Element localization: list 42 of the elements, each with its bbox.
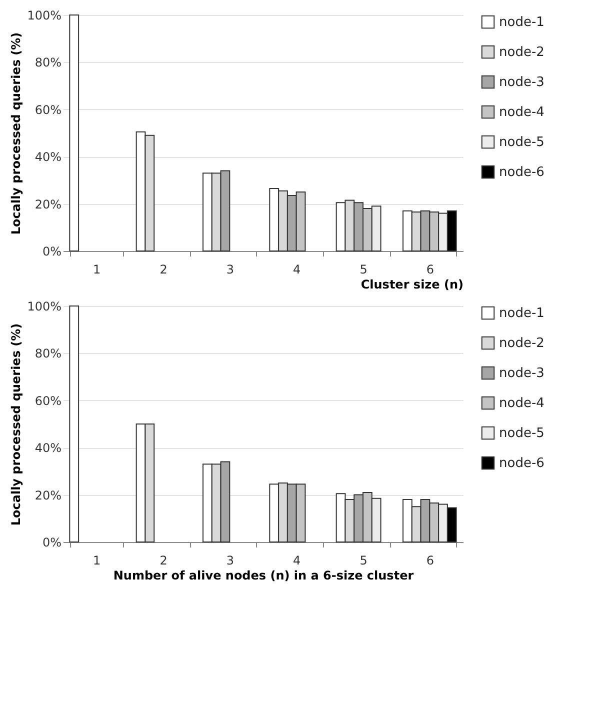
y-tick-label: 40% — [34, 150, 62, 164]
x-tick-label: 1 — [93, 554, 101, 568]
x-tick-label: 2 — [160, 554, 168, 568]
y-tick-label: 60% — [34, 102, 62, 117]
legend-label: node-4 — [499, 105, 544, 120]
x-tick-label: 2 — [160, 262, 168, 276]
legend-label: node-3 — [499, 75, 544, 90]
x-tick-label: 5 — [360, 262, 368, 276]
y-tick-label: 0% — [42, 244, 62, 258]
legend-label: node-3 — [499, 366, 544, 381]
x-axis-title: Cluster size (n) — [360, 278, 464, 292]
legend-label: node-2 — [499, 336, 544, 351]
x-tick-label: 6 — [426, 554, 434, 568]
y-tick-label: 80% — [34, 346, 62, 361]
y-tick-label: 80% — [34, 56, 62, 70]
bar — [69, 14, 80, 252]
y-tick-label: 20% — [34, 488, 62, 502]
legend-label: node-5 — [499, 135, 544, 150]
x-tick-label: 3 — [226, 554, 234, 568]
legend-label: node-6 — [499, 456, 544, 471]
y-tick-label: 40% — [34, 441, 62, 456]
x-tick-label: 5 — [360, 554, 368, 568]
x-axis-title: Number of alive nodes (n) in a 6-size cluster — [113, 568, 414, 582]
y-tick-label: 60% — [34, 394, 62, 408]
legend-label: node-5 — [499, 426, 544, 441]
bar — [69, 306, 80, 542]
y-tick-label: 100% — [27, 8, 62, 22]
x-tick-label: 1 — [93, 262, 101, 276]
x-tick-label: 3 — [226, 262, 234, 276]
y-tick-label: 20% — [34, 197, 62, 212]
y-axis-title: Locally processed queries (%) — [9, 32, 24, 235]
legend-label: node-6 — [499, 165, 544, 180]
legend-label: node-4 — [499, 396, 544, 411]
legend-label: node-2 — [499, 45, 544, 60]
legend-label: node-1 — [499, 306, 544, 321]
y-tick-label: 0% — [42, 536, 62, 550]
y-tick-label: 100% — [27, 300, 62, 314]
y-axis-title: Locally processed queries (%) — [9, 323, 24, 526]
x-tick-label: 4 — [293, 554, 301, 568]
x-tick-label: 4 — [293, 262, 301, 276]
legend-label: node-1 — [499, 15, 544, 30]
x-tick-label: 6 — [426, 262, 434, 276]
